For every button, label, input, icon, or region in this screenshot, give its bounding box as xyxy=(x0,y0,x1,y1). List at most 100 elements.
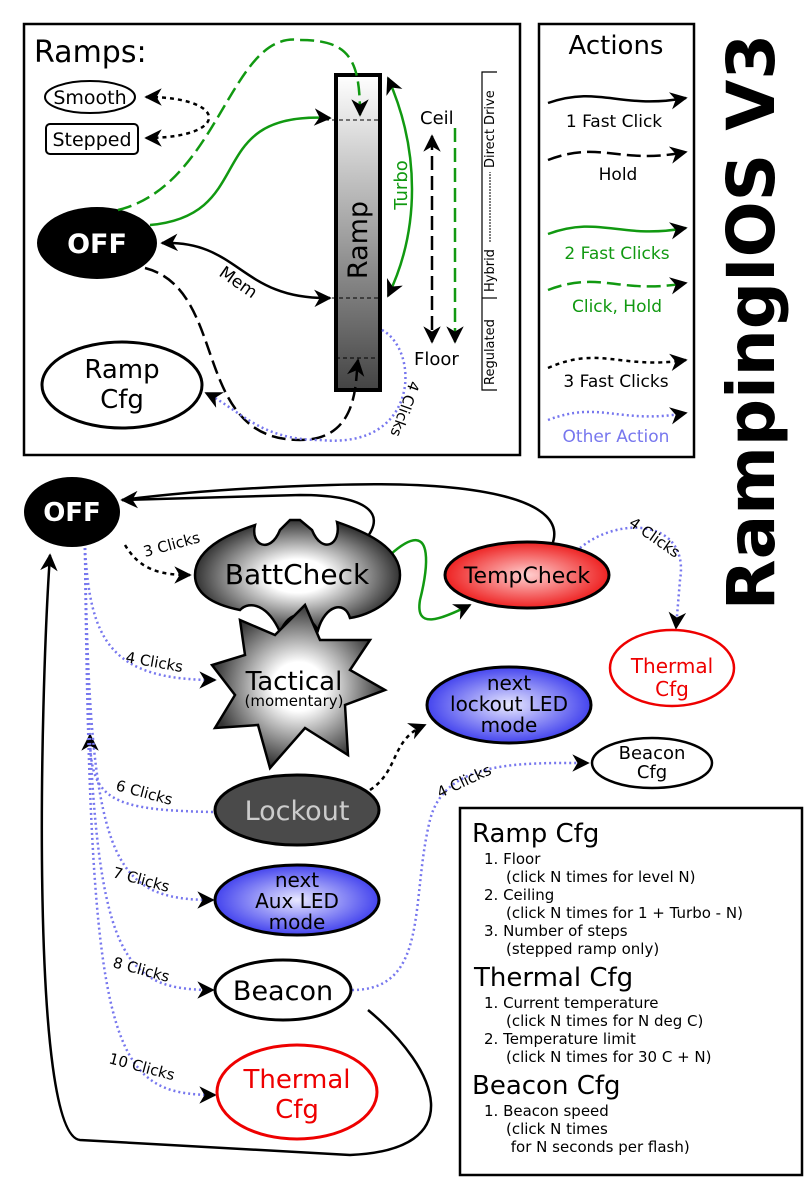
svg-text:Other Action: Other Action xyxy=(563,427,670,447)
svg-text:(momentary): (momentary) xyxy=(245,692,344,710)
svg-text:Lockout: Lockout xyxy=(245,796,350,827)
actions-title: Actions xyxy=(569,31,664,61)
svg-text:3 Clicks: 3 Clicks xyxy=(141,528,202,560)
svg-text:1. Current temperature: 1. Current temperature xyxy=(484,994,658,1012)
label-ceil: Ceil xyxy=(420,108,454,129)
node-thermal-cfg: Thermal Cfg xyxy=(215,1043,379,1141)
edge-off-ramp-mem xyxy=(160,233,332,308)
svg-text:4 Clicks: 4 Clicks xyxy=(124,648,184,676)
svg-text:Regulated: Regulated xyxy=(483,319,498,385)
svg-text:mode: mode xyxy=(481,713,538,737)
node-beacon-cfg: Beacon Cfg xyxy=(590,736,714,790)
svg-text:Ramp Cfg: Ramp Cfg xyxy=(472,819,599,849)
svg-text:Cfg: Cfg xyxy=(275,1095,319,1125)
node-tactical: Tactical (momentary) xyxy=(209,602,388,771)
svg-text:next: next xyxy=(487,671,531,695)
edge-off-ramp-green xyxy=(149,108,332,227)
node-off-ramps: OFF xyxy=(37,207,157,279)
actions-legend: Actions 1 Fast Click Hold 2 Fast Clicks … xyxy=(537,22,696,459)
svg-text:Cfg: Cfg xyxy=(637,762,667,783)
node-battcheck: BattCheck xyxy=(193,518,402,636)
edge-tempcheck-off xyxy=(121,483,556,546)
label-turbo: Turbo xyxy=(391,160,412,211)
svg-text:6 Clicks: 6 Clicks xyxy=(114,776,175,808)
node-stepped: Stepped xyxy=(45,123,139,155)
svg-text:7 Clicks: 7 Clicks xyxy=(111,863,172,895)
edge-battcheck-tempcheck xyxy=(389,538,472,621)
edge-smooth-stepped xyxy=(144,88,210,147)
svg-text:for N seconds per flash): for N seconds per flash) xyxy=(506,1138,690,1156)
edge-off-tactical xyxy=(83,547,217,689)
svg-text:Smooth: Smooth xyxy=(53,87,126,109)
edge-beacon-off xyxy=(40,553,433,1157)
svg-text:next: next xyxy=(275,868,319,892)
svg-text:Thermal: Thermal xyxy=(630,654,713,678)
svg-text:(click N times for N deg C): (click N times for N deg C) xyxy=(506,1012,703,1030)
svg-text:mode: mode xyxy=(269,910,326,934)
svg-text:2 Fast Clicks: 2 Fast Clicks xyxy=(564,244,669,264)
svg-text:(stepped ramp only): (stepped ramp only) xyxy=(506,940,659,958)
node-aux-led: next Aux LED mode xyxy=(213,863,381,937)
edge-off-ramp-hold-green xyxy=(117,38,369,212)
node-smooth: Smooth xyxy=(44,80,136,114)
ramp-bar: Ramp xyxy=(318,73,382,392)
svg-text:OFF: OFF xyxy=(43,498,101,528)
svg-text:Direct Drive: Direct Drive xyxy=(483,90,498,168)
diagram-title: RampingIOS V3 xyxy=(713,34,790,610)
ramps-panel: Ramps: Smooth Stepped OFF Ramp Cfg Ramp xyxy=(22,22,522,457)
edge-off-ramp-hold xyxy=(144,266,365,442)
svg-text:(click N times for level N): (click N times for level N) xyxy=(506,868,696,886)
edge-tempcheck-thermalcfg xyxy=(579,526,687,630)
label-floor: Floor xyxy=(414,349,459,370)
svg-text:Beacon Cfg: Beacon Cfg xyxy=(472,1071,621,1101)
svg-text:Tactical: Tactical xyxy=(245,667,343,697)
svg-text:Thermal Cfg: Thermal Cfg xyxy=(473,963,633,993)
svg-text:8 Clicks: 8 Clicks xyxy=(111,953,172,985)
svg-text:TempCheck: TempCheck xyxy=(463,564,591,589)
svg-text:(click N times for 1 + Turbo -: (click N times for 1 + Turbo - N) xyxy=(506,904,743,922)
node-lockout: Lockout xyxy=(213,773,381,847)
node-beacon: Beacon xyxy=(213,958,353,1022)
edge-turbo xyxy=(386,76,414,298)
node-off: OFF xyxy=(24,477,120,547)
svg-text:Beacon: Beacon xyxy=(619,743,686,764)
ramps-title: Ramps: xyxy=(34,35,147,70)
svg-text:(click N times for 30 C + N): (click N times for 30 C + N) xyxy=(506,1048,712,1066)
svg-text:1. Beacon speed: 1. Beacon speed xyxy=(484,1102,609,1120)
svg-text:Hold: Hold xyxy=(599,165,638,185)
drive-mode-bracket: Regulated Hybrid Direct Drive xyxy=(481,71,498,391)
edge-off-auxled xyxy=(83,547,215,909)
edge-beacon-beaconcfg xyxy=(351,754,590,992)
edge-lockout-lockoutled xyxy=(369,723,427,792)
svg-text:Aux LED: Aux LED xyxy=(255,889,339,913)
svg-text:Ramp: Ramp xyxy=(84,355,159,385)
svg-text:1 Fast Click: 1 Fast Click xyxy=(566,112,662,132)
svg-text:lockout LED: lockout LED xyxy=(450,692,568,716)
config-box: Ramp Cfg 1. Floor (click N times for lev… xyxy=(458,806,804,1177)
svg-text:OFF: OFF xyxy=(67,229,127,260)
svg-text:4 Clicks: 4 Clicks xyxy=(626,514,684,562)
node-ramp-cfg: Ramp Cfg xyxy=(40,340,204,430)
svg-text:2. Ceiling: 2. Ceiling xyxy=(484,886,554,904)
svg-text:1. Floor: 1. Floor xyxy=(484,850,541,868)
node-thermal-cfg-top: Thermal Cfg xyxy=(608,628,736,708)
node-tempcheck: TempCheck xyxy=(443,540,611,610)
svg-text:Beacon: Beacon xyxy=(233,976,333,1007)
svg-text:10 Clicks: 10 Clicks xyxy=(107,1049,177,1084)
edge-off-battcheck xyxy=(123,544,192,584)
edge-lockout-off xyxy=(81,733,214,814)
edge-battcheck-off xyxy=(120,490,376,541)
svg-text:4 Clicks: 4 Clicks xyxy=(434,761,494,802)
svg-text:Cfg: Cfg xyxy=(655,677,689,701)
svg-text:Click, Hold: Click, Hold xyxy=(572,297,662,317)
edge-off-thermalcfg xyxy=(83,547,217,1104)
svg-text:BattCheck: BattCheck xyxy=(225,558,370,591)
svg-text:2. Temperature limit: 2. Temperature limit xyxy=(484,1030,636,1048)
svg-text:Ramp: Ramp xyxy=(343,201,374,279)
svg-text:Cfg: Cfg xyxy=(100,385,144,415)
flow-diagram: 3 Clicks 4 Clicks OFF BattCheck TempChec… xyxy=(24,477,736,1157)
svg-text:Hybrid: Hybrid xyxy=(483,249,498,292)
svg-text:Stepped: Stepped xyxy=(52,129,131,151)
svg-text:(click N times: (click N times xyxy=(506,1120,608,1138)
